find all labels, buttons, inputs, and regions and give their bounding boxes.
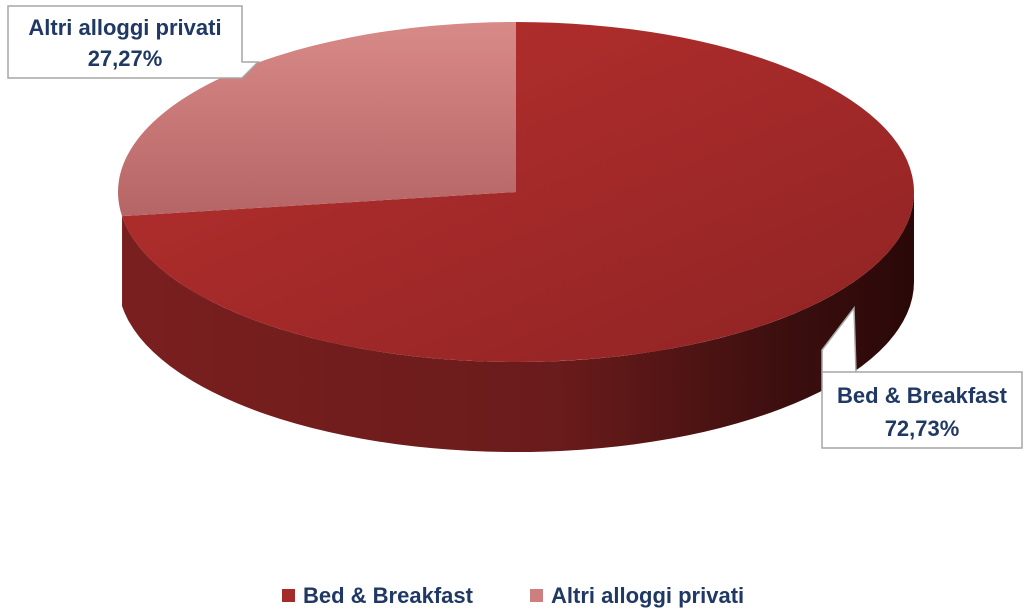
slice-bed-and-breakfast [122,22,915,362]
data-label-bed-and-breakfast: Bed & Breakfast 72,73% [821,305,1023,449]
legend-label-altri-alloggi-privati: Altri alloggi privati [551,583,744,608]
legend-swatch-altri-alloggi-privati [530,589,543,602]
label-bnb-value: 72,73% [885,416,960,441]
callout-box-altri [7,5,260,79]
data-label-altri-alloggi-privati: Altri alloggi privati 27,27% [7,5,260,79]
label-altri-category: Altri alloggi privati [28,15,221,40]
label-altri-value: 27,27% [88,46,163,71]
legend-swatch-bed-and-breakfast [282,589,295,602]
slice-altri-alloggi-privati [118,22,516,217]
legend: Bed & Breakfast Altri alloggi privati [282,583,744,608]
legend-label-bed-and-breakfast: Bed & Breakfast [303,583,474,608]
label-bnb-category: Bed & Breakfast [837,383,1008,408]
callout-box-bnb [821,305,1023,449]
pie-side-wall [122,192,915,452]
pie-group [118,22,915,452]
